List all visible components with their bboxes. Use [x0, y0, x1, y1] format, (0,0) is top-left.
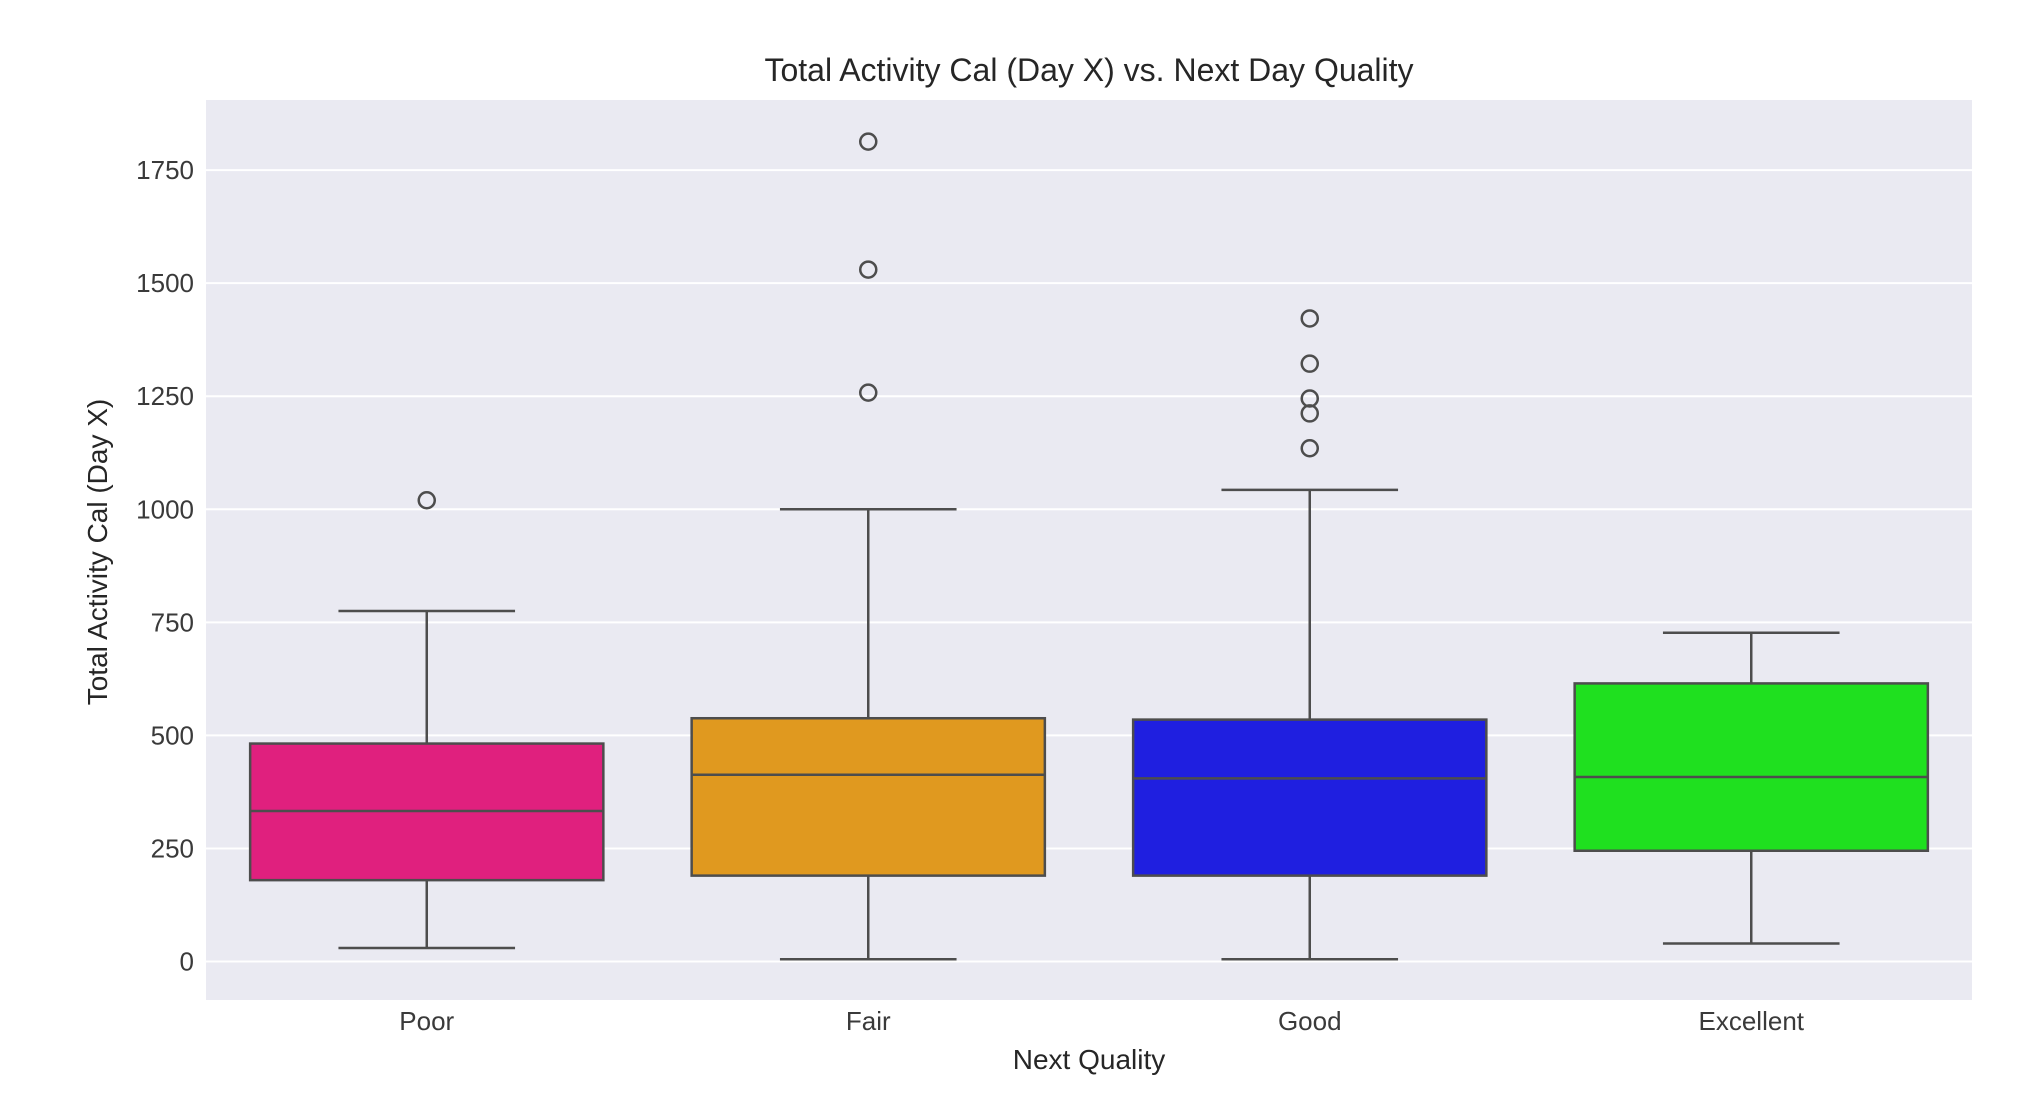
outlier-point — [417, 491, 436, 510]
y-axis-label: Total Activity Cal (Day X) — [82, 399, 113, 706]
x-tick-label: Excellent — [1699, 1006, 1805, 1036]
x-tick-label: Good — [1278, 1006, 1342, 1036]
iqr-box — [1573, 682, 1930, 853]
y-tick-label: 1250 — [136, 381, 194, 411]
chart-title: Total Activity Cal (Day X) vs. Next Day … — [764, 52, 1413, 88]
box-good — [1131, 309, 1488, 961]
y-tick-label: 750 — [151, 607, 194, 637]
outlier-point — [1300, 389, 1319, 408]
y-tick-label: 1750 — [136, 155, 194, 185]
outlier-point — [859, 132, 878, 151]
y-tick-label: 500 — [151, 720, 194, 750]
outlier-point — [859, 383, 878, 402]
box-excellent — [1573, 631, 1930, 945]
x-axis-ticks: Poor Fair Good Excellent — [399, 1006, 1804, 1036]
y-tick-label: 250 — [151, 833, 194, 863]
boxes — [248, 132, 1930, 961]
y-tick-label: 0 — [180, 947, 194, 977]
outlier-point — [1300, 309, 1319, 328]
outlier-point — [1300, 354, 1319, 373]
x-tick-label: Fair — [846, 1006, 891, 1036]
outlier-point — [1300, 438, 1319, 458]
y-tick-label: 1500 — [136, 268, 194, 298]
x-axis-label: Next Quality — [1013, 1044, 1166, 1075]
x-tick-label: Poor — [399, 1006, 454, 1036]
iqr-box — [690, 716, 1047, 877]
y-tick-label: 1000 — [136, 494, 194, 524]
iqr-box — [1131, 718, 1488, 877]
outlier-point — [859, 260, 878, 279]
box-fair — [690, 132, 1047, 961]
box-poor — [248, 491, 605, 950]
y-axis-ticks: 0 250 500 750 1000 1250 1500 1750 — [136, 155, 194, 976]
